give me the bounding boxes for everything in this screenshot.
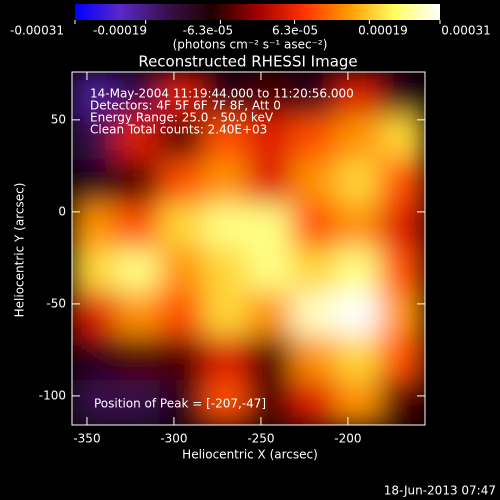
annotation: 14-May-2004 11:19:44.000 to 11:20:56.000 <box>90 87 354 101</box>
heatmap-cell <box>72 72 118 118</box>
colorbar-tick-label: -0.00031 <box>10 24 64 38</box>
heatmap-cell <box>115 336 162 383</box>
y-tick-label: 0 <box>58 204 66 218</box>
heatmap-cell <box>203 380 250 425</box>
heatmap-cell <box>72 291 118 339</box>
colorbar-tick-label: -0.00019 <box>93 24 147 38</box>
heatmap-cell <box>379 203 425 250</box>
heatmap-cell <box>247 72 294 118</box>
heatmap-cell <box>291 115 338 162</box>
peak-label: Position of Peak = [-207,-47] <box>94 397 266 411</box>
heatmap-cell <box>159 115 206 162</box>
colorbar-tick-label: 0.00031 <box>441 24 491 38</box>
heatmap-cell <box>115 203 162 250</box>
heatmap-cell <box>379 380 425 425</box>
heatmap-cell <box>335 336 382 383</box>
colorbar-label: (photons cm⁻² s⁻¹ asec⁻²) <box>173 38 328 52</box>
heatmap-cell <box>115 159 162 206</box>
x-tick-label: -200 <box>334 432 361 446</box>
y-tick-label: -100 <box>39 388 66 402</box>
heatmap-cell <box>203 291 250 339</box>
heatmap-cell <box>291 336 338 383</box>
heatmap-cell <box>203 159 250 206</box>
heatmap-cell <box>203 336 250 383</box>
heatmap-cell <box>379 159 425 206</box>
heatmap-cell <box>247 247 294 294</box>
heatmap-cell <box>335 159 382 206</box>
heatmap-cell <box>247 336 294 383</box>
heatmap-cell <box>379 72 425 118</box>
heatmap-cell <box>159 291 206 339</box>
heatmap-cell <box>379 115 425 162</box>
colorbar <box>75 4 440 20</box>
y-tick-label: 50 <box>51 112 66 126</box>
annotation: Detectors: 4F 5F 6F 7F 8F, Att 0 <box>90 99 281 113</box>
heatmap-cell <box>247 203 294 250</box>
heatmap-cell <box>72 336 118 383</box>
annotation: Clean Total counts: 2.40E+03 <box>90 123 267 137</box>
heatmap-cell <box>291 247 338 294</box>
heatmap-cell <box>247 291 294 339</box>
heatmap-cell <box>72 247 118 294</box>
heatmap-cell <box>203 115 250 162</box>
annotation: Energy Range: 25.0 - 50.0 keV <box>90 111 274 125</box>
heatmap-cell <box>203 72 250 118</box>
plot-frame <box>71 71 426 426</box>
heatmap-cell <box>247 159 294 206</box>
x-tick-label: -250 <box>247 432 274 446</box>
heatmap-cell <box>159 159 206 206</box>
heatmap-cell <box>115 115 162 162</box>
colorbar-tick-label: 0.00019 <box>358 24 408 38</box>
heatmap-cell <box>159 203 206 250</box>
heatmap-cell <box>335 203 382 250</box>
heatmap-cell <box>291 72 338 118</box>
y-axis-label: Heliocentric Y (arcsec) <box>13 183 27 318</box>
x-tick-label: -300 <box>160 432 187 446</box>
heatmap-cell <box>247 380 294 425</box>
colorbar-tick-label: -6.3e-05 <box>183 24 233 38</box>
heatmap-cell <box>159 336 206 383</box>
heatmap-cell <box>159 380 206 425</box>
heatmap-cell <box>291 380 338 425</box>
heatmap-cell <box>115 72 162 118</box>
heatmap-cell <box>335 247 382 294</box>
heatmap-cell <box>379 336 425 383</box>
heatmap-cell <box>115 380 162 425</box>
heatmap-cell <box>291 291 338 339</box>
heatmap-cell <box>291 159 338 206</box>
heatmap-cell <box>379 247 425 294</box>
x-tick-label: -350 <box>73 432 100 446</box>
heatmap-cell <box>335 380 382 425</box>
heatmap-cell <box>379 291 425 339</box>
heatmap-cell <box>159 247 206 294</box>
colorbar-tick-label: 6.3e-05 <box>272 24 318 38</box>
heatmap-cell <box>72 203 118 250</box>
heatmap-cell <box>159 72 206 118</box>
heatmap-cell <box>335 72 382 118</box>
heatmap-cell <box>291 203 338 250</box>
heatmap-cell <box>115 247 162 294</box>
heatmap-cell <box>247 115 294 162</box>
heatmap-cell <box>335 115 382 162</box>
heatmap-cell <box>203 203 250 250</box>
heatmap-cell <box>115 291 162 339</box>
x-axis-label: Heliocentric X (arcsec) <box>182 448 318 462</box>
heatmap-cell <box>72 159 118 206</box>
heatmap-cell <box>335 291 382 339</box>
heatmap-cell <box>203 247 250 294</box>
heatmap-cell <box>72 380 118 425</box>
heatmap-cell <box>72 115 118 162</box>
chart-title: Reconstructed RHESSI Image <box>138 53 357 71</box>
y-tick-label: -50 <box>46 296 66 310</box>
timestamp: 18-Jun-2013 07:47 <box>384 484 496 498</box>
